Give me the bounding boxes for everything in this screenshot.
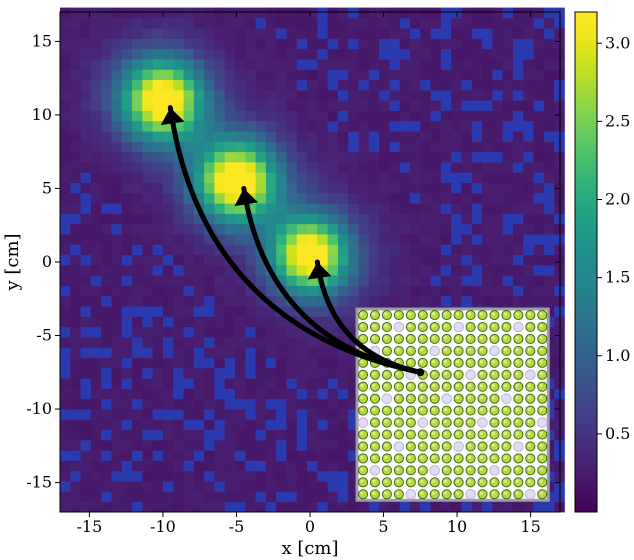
y-axis-label: y [cm] — [2, 233, 23, 291]
xtick-label: 15 — [520, 517, 540, 536]
ytick-label: 0 — [42, 252, 52, 271]
xtick-label: 5 — [378, 517, 388, 536]
x-axis-label: x [cm] — [281, 538, 338, 559]
xtick-label: -5 — [229, 517, 245, 536]
colorbar-tick-label: 3.0 — [605, 33, 630, 52]
ytick-label: -10 — [26, 399, 52, 418]
ytick-label: 10 — [32, 105, 52, 124]
xtick-label: -15 — [77, 517, 103, 536]
detector-inset — [357, 309, 548, 500]
colorbar-tick-label: 2.5 — [605, 111, 630, 130]
colorbar: 0.5 1.0 1.5 2.0 2.5 3.0 — [575, 12, 630, 512]
colorbar-tick-label: 2.0 — [605, 190, 630, 209]
ytick-label: -5 — [36, 326, 52, 345]
ytick-label: 15 — [32, 31, 52, 50]
xtick-label: 10 — [447, 517, 467, 536]
colorbar-tick-label: 1.5 — [605, 268, 630, 287]
colorbar-tick-label: 0.5 — [605, 424, 630, 443]
xtick-label: 0 — [305, 517, 315, 536]
ytick-label: 5 — [42, 178, 52, 197]
xtick-label: -10 — [150, 517, 176, 536]
ytick-label: -15 — [26, 473, 52, 492]
colorbar-tick-label: 1.0 — [605, 346, 630, 365]
